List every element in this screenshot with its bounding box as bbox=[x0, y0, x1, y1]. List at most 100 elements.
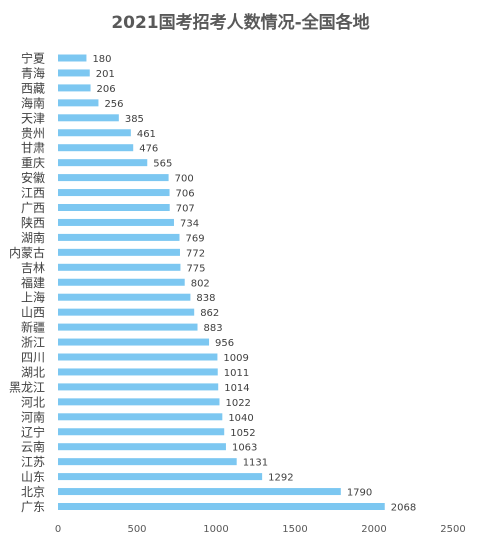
data-label: 461 bbox=[137, 129, 156, 140]
category-label: 天津 bbox=[21, 111, 45, 125]
x-tick-label: 1500 bbox=[282, 524, 307, 535]
data-label: 802 bbox=[191, 278, 210, 289]
bar bbox=[58, 488, 341, 496]
data-label: 180 bbox=[92, 54, 111, 65]
data-label: 707 bbox=[176, 204, 195, 215]
x-tick-label: 500 bbox=[127, 524, 146, 535]
category-label: 河南 bbox=[21, 409, 45, 424]
category-label: 湖南 bbox=[21, 230, 45, 245]
category-label: 青海 bbox=[21, 65, 45, 80]
category-label: 福建 bbox=[21, 275, 45, 290]
category-label: 贵州 bbox=[21, 126, 45, 140]
bar bbox=[58, 503, 385, 510]
data-label: 1014 bbox=[224, 383, 249, 394]
data-label: 385 bbox=[125, 114, 144, 125]
data-label: 565 bbox=[153, 159, 172, 170]
data-label: 775 bbox=[186, 263, 205, 274]
bar bbox=[58, 443, 226, 451]
category-label: 陕西 bbox=[21, 215, 45, 230]
category-label: 云南 bbox=[21, 439, 45, 454]
data-label: 201 bbox=[96, 69, 115, 80]
bar bbox=[58, 308, 195, 316]
category-label: 浙江 bbox=[21, 336, 45, 350]
bar bbox=[58, 398, 220, 406]
category-label: 山西 bbox=[21, 306, 45, 320]
data-label: 1052 bbox=[230, 428, 255, 439]
data-label: 1022 bbox=[225, 398, 250, 409]
category-label: 广西 bbox=[21, 201, 45, 215]
x-tick-label: 0 bbox=[55, 524, 61, 535]
category-label: 湖北 bbox=[21, 364, 45, 379]
bar bbox=[58, 174, 169, 182]
data-label: 256 bbox=[104, 99, 123, 110]
bar bbox=[58, 159, 148, 167]
category-label: 新疆 bbox=[21, 320, 45, 335]
bar bbox=[58, 428, 225, 436]
category-label: 安徽 bbox=[21, 170, 45, 185]
data-label: 476 bbox=[139, 144, 158, 155]
category-label: 宁夏 bbox=[21, 51, 45, 66]
bar bbox=[58, 293, 191, 301]
bar bbox=[58, 129, 131, 137]
category-label: 重庆 bbox=[21, 156, 45, 170]
data-label: 956 bbox=[215, 338, 234, 349]
data-label: 706 bbox=[176, 189, 195, 200]
bar bbox=[58, 248, 180, 256]
data-label: 1063 bbox=[232, 443, 257, 454]
category-label: 上海 bbox=[21, 290, 45, 305]
data-label: 700 bbox=[175, 174, 194, 185]
x-tick-label: 1000 bbox=[203, 524, 228, 535]
bar bbox=[58, 114, 119, 122]
bar bbox=[58, 189, 170, 197]
data-label: 838 bbox=[196, 293, 215, 304]
data-label: 2068 bbox=[391, 503, 416, 514]
bar bbox=[58, 263, 181, 271]
bar bbox=[58, 218, 174, 226]
category-label: 江西 bbox=[21, 186, 45, 200]
category-label: 辽宁 bbox=[21, 424, 45, 439]
bar bbox=[58, 84, 91, 92]
data-label: 1009 bbox=[223, 353, 248, 364]
data-label: 206 bbox=[97, 84, 116, 95]
bar bbox=[58, 353, 218, 361]
category-label: 河北 bbox=[21, 395, 45, 409]
bar bbox=[58, 144, 134, 152]
bar bbox=[58, 69, 90, 77]
bar bbox=[58, 233, 180, 241]
bar bbox=[58, 368, 218, 376]
bar bbox=[58, 204, 170, 211]
category-label: 西藏 bbox=[21, 81, 45, 95]
bar bbox=[58, 54, 87, 62]
category-label: 黑龙江 bbox=[9, 380, 45, 394]
data-label: 1040 bbox=[228, 413, 253, 424]
bar bbox=[58, 458, 237, 466]
chart-title: 2021国考招考人数情况-全国各地 bbox=[111, 13, 370, 33]
data-label: 862 bbox=[200, 308, 219, 319]
category-label: 四川 bbox=[21, 351, 45, 365]
x-tick-label: 2500 bbox=[440, 524, 465, 535]
category-label: 山东 bbox=[21, 470, 45, 484]
category-label: 甘肃 bbox=[21, 141, 45, 155]
bar bbox=[58, 383, 219, 391]
category-label: 内蒙古 bbox=[9, 245, 45, 260]
bar bbox=[58, 323, 198, 331]
category-label: 吉林 bbox=[21, 261, 45, 275]
data-label: 1011 bbox=[224, 368, 249, 379]
data-label: 1292 bbox=[268, 473, 293, 484]
category-label: 海南 bbox=[21, 95, 45, 110]
data-label: 1131 bbox=[243, 458, 268, 469]
category-label: 江苏 bbox=[21, 455, 45, 469]
category-label: 北京 bbox=[21, 485, 45, 499]
data-label: 883 bbox=[204, 323, 223, 334]
bar bbox=[58, 338, 210, 346]
x-tick-label: 2000 bbox=[361, 524, 386, 535]
bar bbox=[58, 413, 223, 421]
data-label: 772 bbox=[186, 248, 205, 259]
bar bbox=[58, 99, 99, 107]
bar bbox=[58, 473, 263, 481]
data-label: 734 bbox=[180, 218, 199, 229]
bar bbox=[58, 278, 185, 286]
category-label: 广东 bbox=[21, 500, 45, 514]
data-label: 1790 bbox=[347, 488, 372, 499]
